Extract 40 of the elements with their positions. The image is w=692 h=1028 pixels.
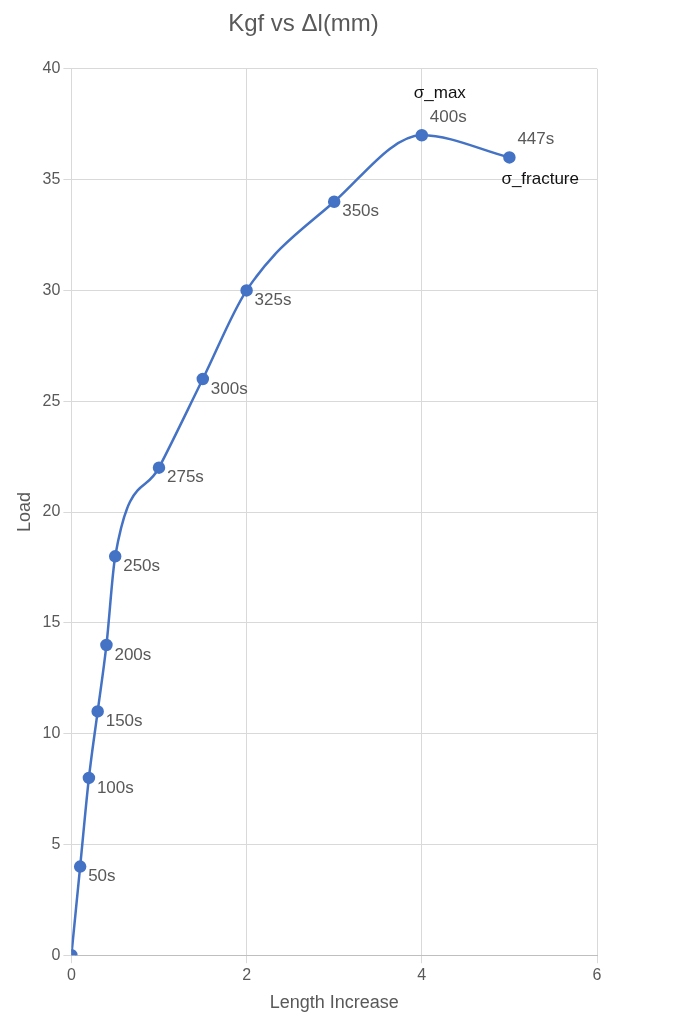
- annotation: 100s: [96, 777, 134, 797]
- y-tick-label: 0: [51, 945, 61, 963]
- annotation: 350s: [342, 201, 380, 221]
- y-axis-title: Load: [13, 491, 34, 533]
- y-tick-label: 30: [42, 280, 61, 298]
- annotation: 200s: [114, 644, 152, 664]
- y-tick-label: 20: [42, 502, 61, 520]
- point: [91, 705, 104, 718]
- point: [240, 284, 253, 297]
- y-tick-label: 15: [42, 613, 61, 631]
- point: [108, 550, 122, 563]
- annotation: 50s: [88, 866, 116, 886]
- chart-title: Kgf vs Δl(mm): [228, 9, 379, 37]
- point: [73, 860, 87, 873]
- y-tick-label: 10: [42, 724, 61, 742]
- point: [100, 638, 113, 652]
- x-tick-label: 6: [592, 966, 602, 984]
- annotation: 300s: [210, 378, 248, 398]
- annotation: 400s: [429, 106, 467, 126]
- point: [196, 372, 210, 386]
- point: [503, 151, 516, 164]
- annotation: 275s: [167, 467, 204, 487]
- x-tick-label: 0: [66, 966, 76, 984]
- point: [152, 461, 166, 474]
- annotation: 250s: [123, 556, 161, 576]
- annotation: 325s: [254, 290, 292, 310]
- y-tick-label: 5: [51, 834, 61, 852]
- annotation: 447s: [517, 129, 555, 149]
- point: [327, 195, 341, 209]
- annotation: 150s: [105, 711, 143, 731]
- y-tick-label: 40: [42, 59, 61, 77]
- x-tick-label: 4: [417, 966, 427, 984]
- x-axis-title: Length Increase: [269, 992, 399, 1013]
- y-tick-label: 35: [42, 170, 61, 188]
- y-tick-label: 25: [42, 391, 61, 409]
- x-tick-label: 2: [242, 966, 252, 984]
- point: [415, 129, 429, 142]
- annotation: σ_max: [413, 82, 467, 102]
- point: [82, 771, 96, 785]
- annotation: σ_fracture: [501, 169, 579, 189]
